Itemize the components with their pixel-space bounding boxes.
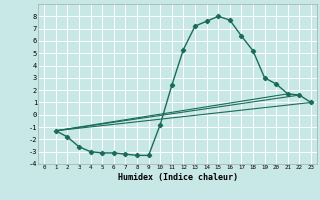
X-axis label: Humidex (Indice chaleur): Humidex (Indice chaleur) <box>118 173 238 182</box>
